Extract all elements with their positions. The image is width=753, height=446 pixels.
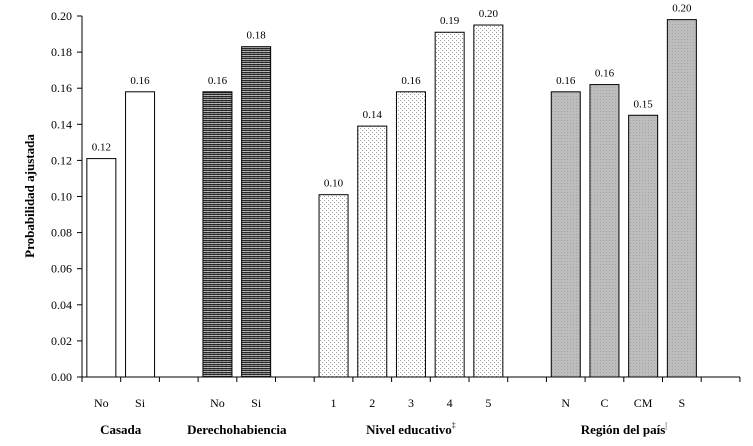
- y-tick-label: 0.12: [51, 153, 72, 167]
- y-tick-label: 0.08: [51, 226, 72, 240]
- bar: [125, 91, 156, 378]
- y-tick-label: 0.04: [51, 298, 72, 312]
- data-label: 0.16: [130, 75, 150, 87]
- data-label: 0.16: [208, 75, 228, 87]
- group-name: Nivel educativo: [366, 422, 452, 437]
- group-name: Región del país: [581, 422, 666, 437]
- y-tick-label: 0.00: [51, 370, 72, 384]
- footnote-marker: ‡: [452, 421, 456, 430]
- y-tick-label: 0.20: [51, 9, 72, 23]
- y-tick-label: 0.02: [51, 334, 72, 348]
- bar: [202, 91, 233, 378]
- data-label: 0.12: [92, 142, 111, 154]
- bar: [434, 31, 465, 378]
- category-label: 2: [369, 396, 375, 410]
- data-label: 0.14: [363, 109, 383, 121]
- data-label: 0.19: [440, 15, 460, 27]
- bar: [550, 91, 581, 378]
- bar: [241, 46, 272, 378]
- footnote-marker: |: [665, 421, 667, 430]
- bar: [628, 114, 659, 378]
- category-label: N: [561, 396, 570, 410]
- y-axis-title: Probabilidad ajustada: [22, 134, 37, 258]
- data-label: 0.10: [324, 178, 344, 190]
- group-label: Derechohabiencia: [187, 422, 287, 437]
- data-label: 0.18: [247, 30, 267, 42]
- bar: [473, 24, 504, 378]
- bar: [666, 19, 697, 378]
- y-tick-label: 0.06: [51, 262, 72, 276]
- group-name: Derechohabiencia: [187, 422, 287, 437]
- category-label: 5: [485, 396, 491, 410]
- category-label: Si: [135, 396, 146, 410]
- group-label: Nivel educativo‡: [366, 421, 456, 437]
- category-label: CM: [634, 396, 653, 410]
- category-label: 3: [408, 396, 414, 410]
- group-label: Región del país|: [581, 421, 667, 437]
- category-label: C: [600, 396, 608, 410]
- group-name: Casada: [100, 422, 142, 437]
- data-label: 0.15: [634, 98, 654, 110]
- group-label: Casada: [100, 422, 142, 437]
- category-label: 1: [331, 396, 337, 410]
- y-tick-label: 0.14: [51, 117, 72, 131]
- data-label: 0.20: [672, 3, 692, 15]
- category-label: No: [210, 396, 225, 410]
- bar: [357, 125, 388, 378]
- y-tick-label: 0.10: [51, 190, 72, 204]
- data-label: 0.16: [595, 68, 615, 80]
- bar: [395, 91, 426, 378]
- data-label: 0.16: [556, 75, 576, 87]
- bar: [86, 158, 117, 378]
- bar: [589, 84, 620, 378]
- y-tick-label: 0.18: [51, 45, 72, 59]
- category-label: No: [94, 396, 109, 410]
- category-label: S: [679, 396, 686, 410]
- bar: [318, 194, 349, 378]
- y-tick-label: 0.16: [51, 81, 72, 95]
- data-label: 0.20: [479, 8, 499, 20]
- data-label: 0.16: [401, 75, 421, 87]
- category-label: Si: [251, 396, 262, 410]
- category-label: 4: [447, 396, 453, 410]
